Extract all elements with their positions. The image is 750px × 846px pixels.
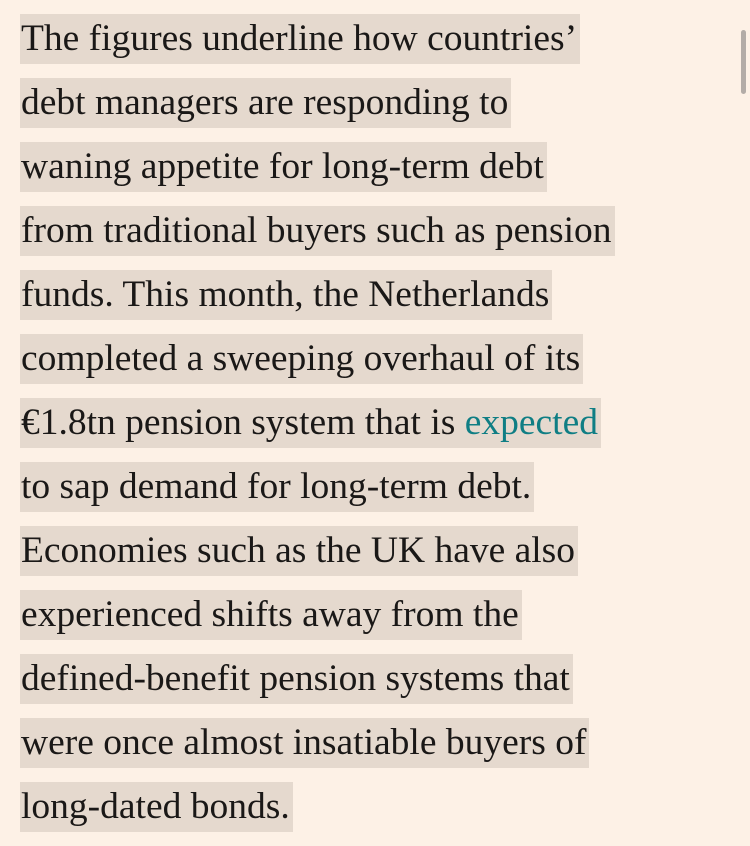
highlighted-text[interactable]: from traditional buyers such as pension [20, 206, 615, 256]
paragraph-line: long-dated bonds. [20, 782, 730, 846]
paragraph-line: were once almost insatiable buyers of [20, 718, 730, 782]
paragraph-line: €1.8tn pension system that is expected [20, 398, 730, 462]
paragraph-line: completed a sweeping overhaul of its [20, 334, 730, 398]
line-text: €1.8tn pension system that is [21, 402, 465, 443]
highlighted-text[interactable]: waning appetite for long-term debt [20, 142, 547, 192]
highlighted-text[interactable]: Economies such as the UK have also [20, 526, 579, 576]
paragraph-line: The figures underline how countries’ [20, 14, 730, 78]
highlighted-text[interactable]: debt managers are responding to [20, 78, 512, 128]
highlighted-text[interactable]: experienced shifts away from the [20, 590, 522, 640]
highlighted-text[interactable]: long-dated bonds. [20, 782, 293, 832]
highlighted-text[interactable]: The figures underline how countries’ [20, 14, 581, 64]
highlighted-text[interactable]: were once almost insatiable buyers of [20, 718, 590, 768]
paragraph-line: debt managers are responding to [20, 78, 730, 142]
article-paragraph: The figures underline how countries’ deb… [20, 14, 730, 846]
paragraph-line: Economies such as the UK have also [20, 526, 730, 590]
highlighted-text[interactable]: completed a sweeping overhaul of its [20, 334, 584, 384]
highlighted-text[interactable]: to sap demand for long-term debt. [20, 462, 535, 512]
paragraph-line: defined-benefit pension systems that [20, 654, 730, 718]
expected-link[interactable]: expected [464, 402, 598, 443]
paragraph-line: experienced shifts away from the [20, 590, 730, 654]
paragraph-line: waning appetite for long-term debt [20, 142, 730, 206]
highlighted-text[interactable]: defined-benefit pension systems that [20, 654, 573, 704]
paragraph-line: from traditional buyers such as pension [20, 206, 730, 270]
highlighted-text[interactable]: funds. This month, the Netherlands [20, 270, 553, 320]
paragraph-line: to sap demand for long-term debt. [20, 462, 730, 526]
paragraph-line: funds. This month, the Netherlands [20, 270, 730, 334]
highlighted-text[interactable]: €1.8tn pension system that is expected [20, 398, 601, 448]
scrollbar-thumb[interactable] [741, 30, 746, 94]
